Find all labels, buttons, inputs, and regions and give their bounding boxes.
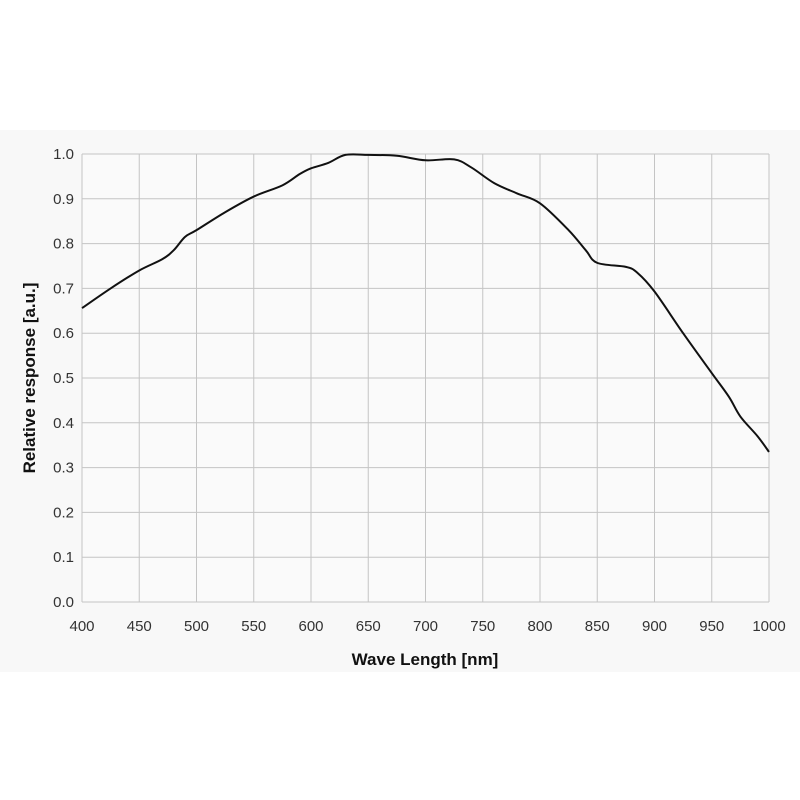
y-tick-label: 0.4 bbox=[53, 415, 74, 432]
x-tick-label: 400 bbox=[69, 618, 94, 635]
x-tick-label: 500 bbox=[184, 618, 209, 635]
x-tick-label: 600 bbox=[298, 618, 323, 635]
x-tick-label: 700 bbox=[413, 618, 438, 635]
y-axis-label: Relative response [a.u.] bbox=[20, 283, 39, 474]
x-axis-label: Wave Length [nm] bbox=[352, 650, 499, 669]
x-tick-label: 800 bbox=[527, 618, 552, 635]
y-tick-label: 0.3 bbox=[53, 460, 74, 477]
x-tick-label: 450 bbox=[127, 618, 152, 635]
x-tick-labels: 400 450 500 550 600 650 700 750 800 850 900 950 1000 bbox=[69, 618, 785, 635]
x-tick-label: 750 bbox=[470, 618, 495, 635]
y-tick-label: 0.0 bbox=[53, 594, 74, 611]
x-tick-label: 950 bbox=[699, 618, 724, 635]
x-tick-label: 900 bbox=[642, 618, 667, 635]
grid bbox=[81, 153, 770, 603]
y-tick-label: 0.2 bbox=[53, 504, 74, 521]
y-tick-label: 0.8 bbox=[53, 236, 74, 253]
y-tick-label: 1.0 bbox=[53, 146, 74, 163]
x-tick-label: 550 bbox=[241, 618, 266, 635]
y-tick-label: 0.7 bbox=[53, 280, 74, 297]
y-tick-label: 0.1 bbox=[53, 549, 74, 566]
y-tick-label: 0.6 bbox=[53, 325, 74, 342]
y-tick-labels: 0.0 0.1 0.2 0.3 0.4 0.5 0.6 0.7 0.8 0.9 1.0 bbox=[53, 146, 74, 611]
series-line bbox=[81, 153, 770, 453]
y-tick-label: 0.5 bbox=[53, 370, 74, 387]
x-tick-label: 850 bbox=[585, 618, 610, 635]
x-tick-label: 650 bbox=[356, 618, 381, 635]
y-tick-label: 0.9 bbox=[53, 191, 74, 208]
x-tick-label: 1000 bbox=[752, 618, 785, 635]
